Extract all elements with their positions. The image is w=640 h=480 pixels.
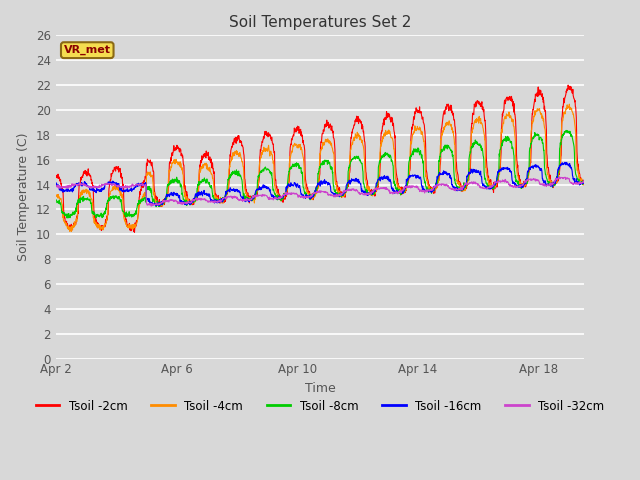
Tsoil -16cm bbox=[561, 159, 569, 165]
Title: Soil Temperatures Set 2: Soil Temperatures Set 2 bbox=[229, 15, 411, 30]
Tsoil -4cm bbox=[566, 101, 573, 107]
Tsoil -2cm bbox=[52, 173, 60, 179]
X-axis label: Time: Time bbox=[305, 382, 335, 395]
Tsoil -4cm bbox=[406, 148, 414, 154]
Tsoil -16cm bbox=[203, 192, 211, 198]
Tsoil -2cm bbox=[243, 189, 250, 194]
Tsoil -16cm bbox=[243, 197, 250, 203]
Text: VR_met: VR_met bbox=[64, 45, 111, 55]
Tsoil -16cm bbox=[294, 182, 301, 188]
Legend: Tsoil -2cm, Tsoil -4cm, Tsoil -8cm, Tsoil -16cm, Tsoil -32cm: Tsoil -2cm, Tsoil -4cm, Tsoil -8cm, Tsoi… bbox=[31, 395, 609, 417]
Tsoil -8cm bbox=[294, 162, 301, 168]
Tsoil -2cm bbox=[252, 192, 260, 198]
Tsoil -8cm bbox=[406, 154, 414, 159]
Line: Tsoil -2cm: Tsoil -2cm bbox=[56, 85, 584, 232]
Tsoil -8cm bbox=[243, 194, 250, 200]
Tsoil -2cm bbox=[203, 151, 211, 157]
Tsoil -32cm bbox=[243, 195, 250, 201]
Tsoil -16cm bbox=[252, 188, 260, 193]
Tsoil -4cm bbox=[243, 191, 250, 196]
Tsoil -8cm bbox=[64, 215, 72, 221]
Tsoil -32cm bbox=[52, 183, 60, 189]
Tsoil -2cm bbox=[294, 123, 301, 129]
Tsoil -8cm bbox=[98, 213, 106, 218]
Tsoil -2cm bbox=[564, 82, 572, 88]
Tsoil -32cm bbox=[98, 183, 106, 189]
Tsoil -4cm bbox=[294, 143, 301, 148]
Tsoil -16cm bbox=[152, 203, 159, 209]
Tsoil -2cm bbox=[98, 228, 106, 233]
Line: Tsoil -8cm: Tsoil -8cm bbox=[56, 131, 584, 218]
Tsoil -8cm bbox=[252, 192, 260, 198]
Tsoil -4cm bbox=[52, 193, 60, 199]
Tsoil -2cm bbox=[406, 166, 414, 171]
Tsoil -16cm bbox=[52, 182, 60, 188]
Tsoil -4cm bbox=[252, 192, 260, 197]
Tsoil -8cm bbox=[203, 176, 211, 182]
Tsoil -4cm bbox=[203, 161, 211, 167]
Tsoil -32cm bbox=[406, 183, 414, 189]
Tsoil -32cm bbox=[147, 203, 155, 209]
Tsoil -32cm bbox=[580, 178, 588, 184]
Tsoil -32cm bbox=[294, 192, 301, 198]
Tsoil -16cm bbox=[98, 189, 106, 194]
Line: Tsoil -4cm: Tsoil -4cm bbox=[56, 104, 584, 231]
Tsoil -2cm bbox=[580, 179, 588, 185]
Tsoil -32cm bbox=[252, 194, 260, 200]
Tsoil -4cm bbox=[98, 225, 106, 230]
Tsoil -2cm bbox=[131, 229, 138, 235]
Line: Tsoil -32cm: Tsoil -32cm bbox=[56, 177, 584, 206]
Tsoil -8cm bbox=[580, 178, 588, 184]
Line: Tsoil -16cm: Tsoil -16cm bbox=[56, 162, 584, 206]
Tsoil -16cm bbox=[580, 178, 588, 184]
Tsoil -32cm bbox=[556, 174, 563, 180]
Tsoil -8cm bbox=[563, 128, 570, 133]
Tsoil -32cm bbox=[203, 198, 211, 204]
Tsoil -8cm bbox=[52, 197, 60, 203]
Tsoil -4cm bbox=[67, 228, 75, 234]
Y-axis label: Soil Temperature (C): Soil Temperature (C) bbox=[17, 132, 31, 261]
Tsoil -4cm bbox=[580, 180, 588, 185]
Tsoil -16cm bbox=[406, 172, 414, 178]
